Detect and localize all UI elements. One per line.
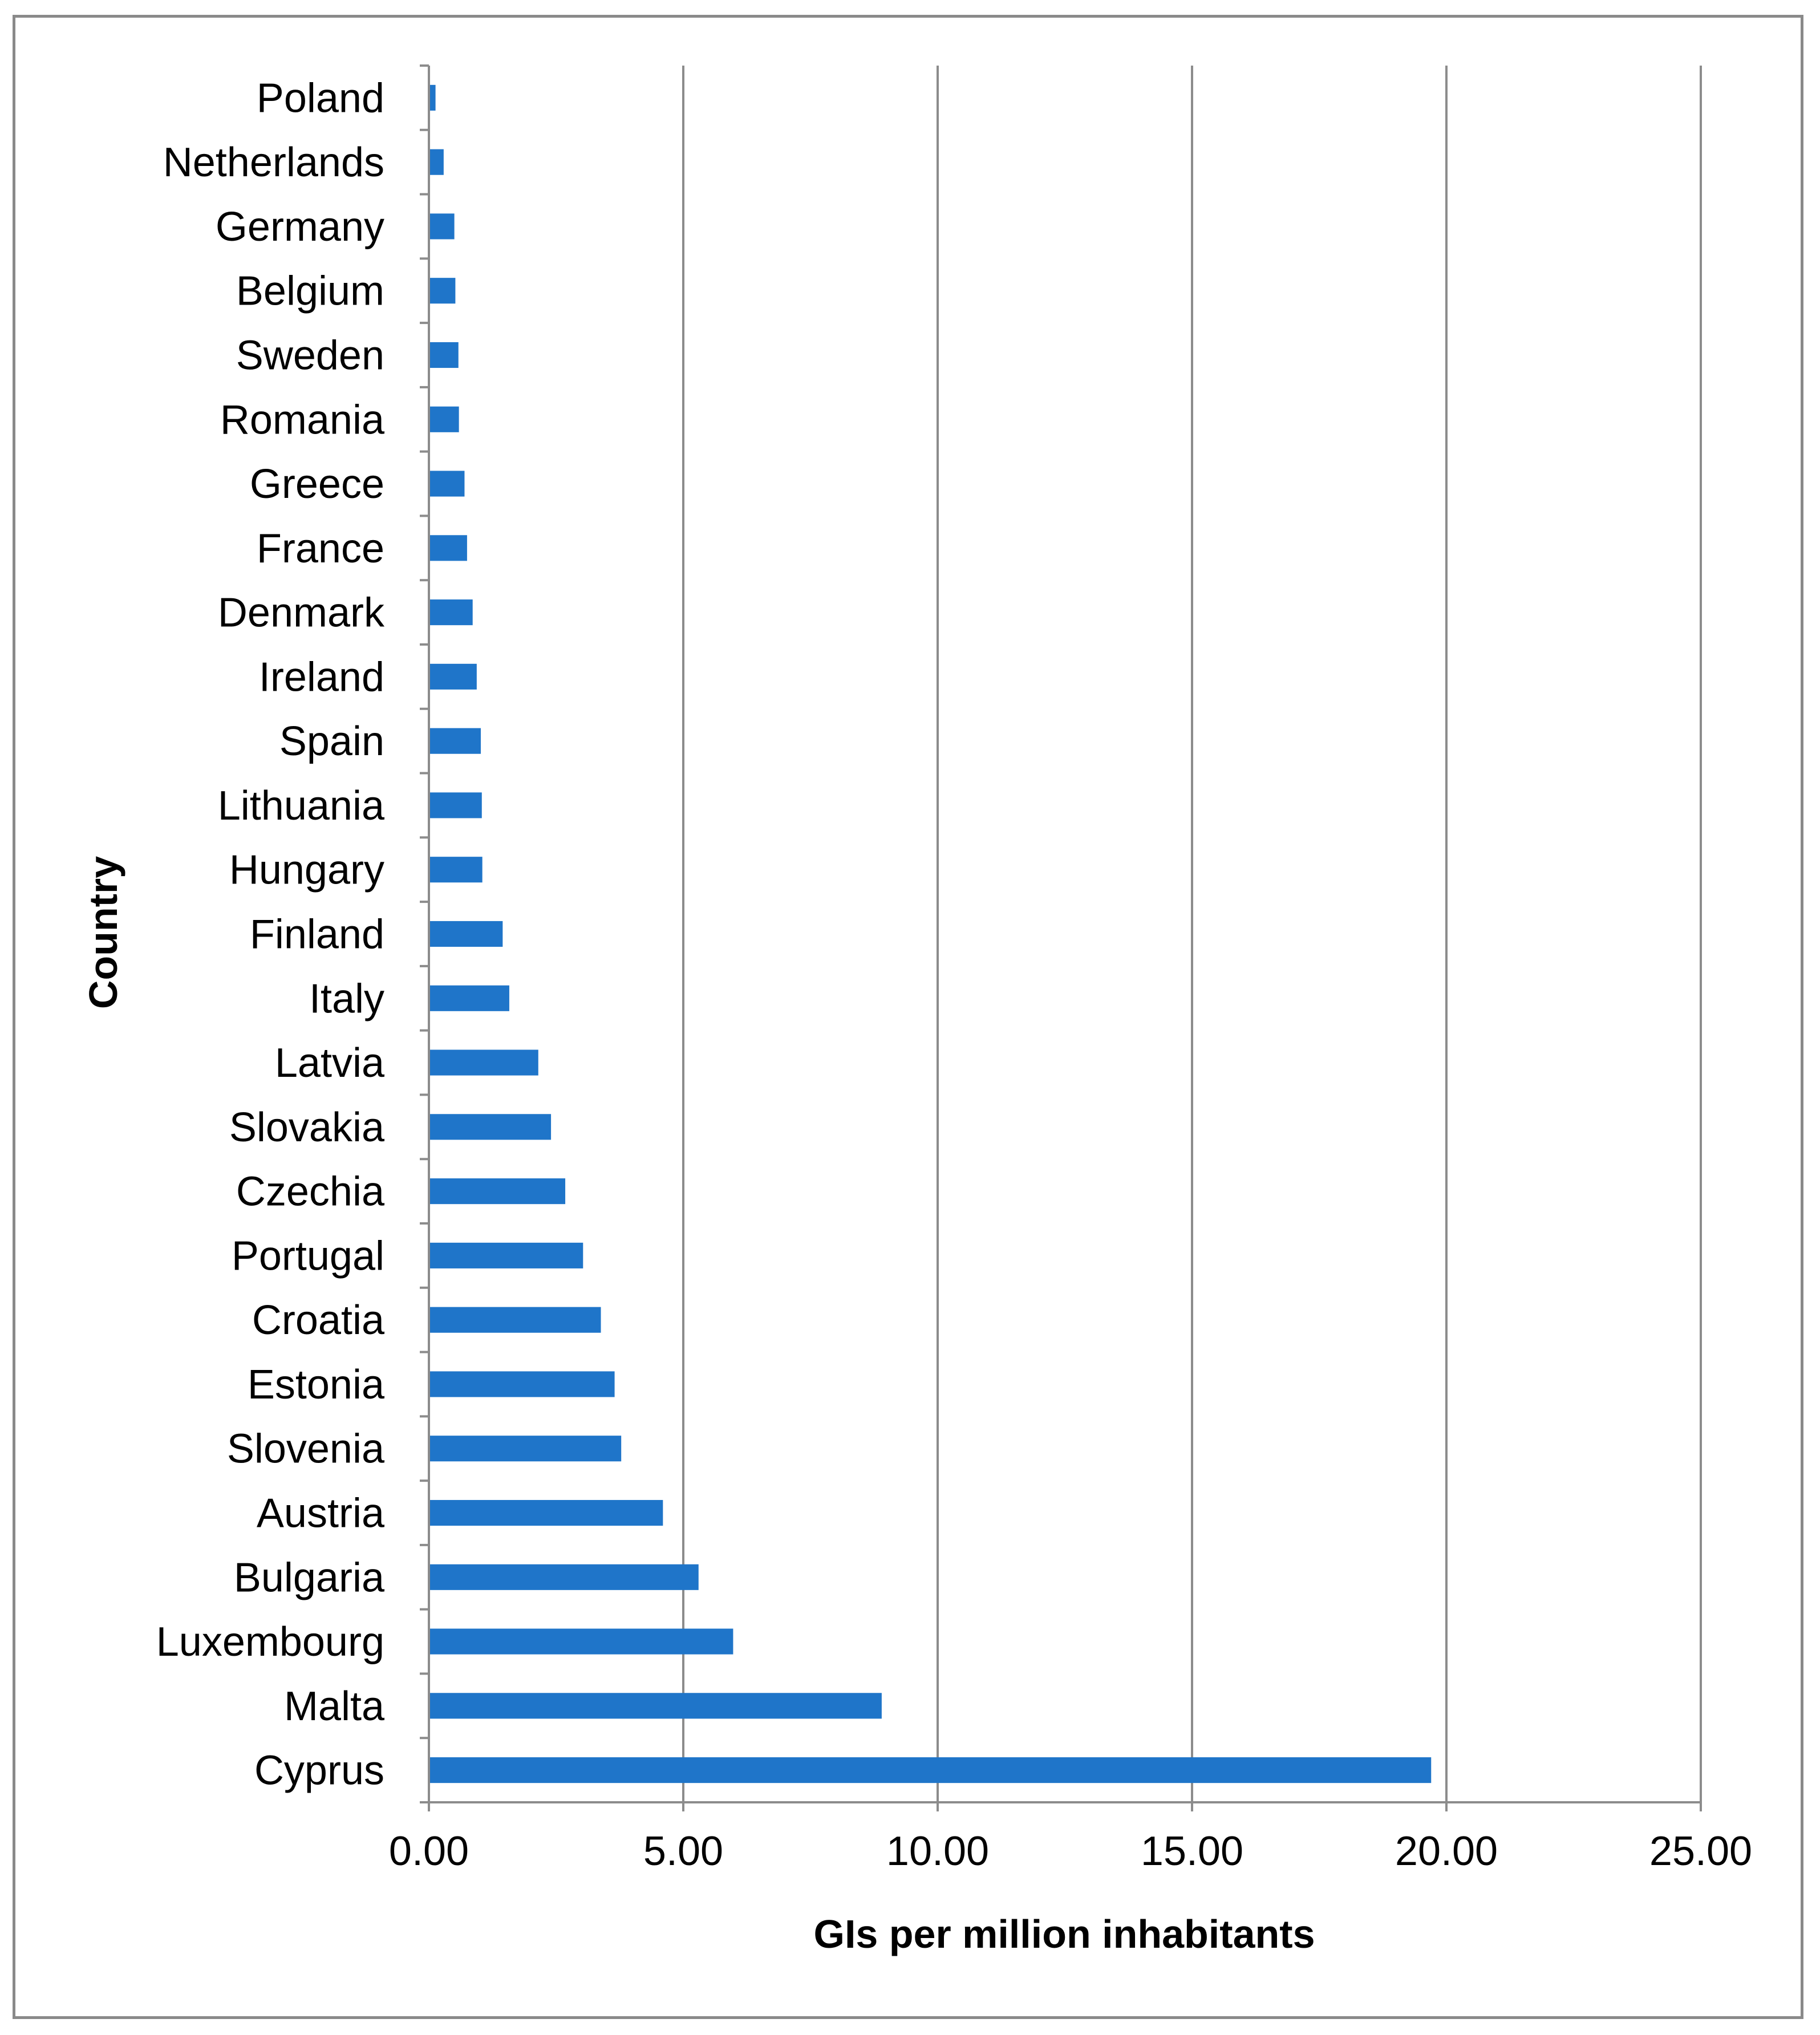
category-label: Italy <box>309 976 384 1021</box>
bar-luxembourg <box>430 1628 733 1655</box>
bar-slovenia <box>430 1436 622 1462</box>
bar-czechia <box>430 1178 566 1205</box>
label-layer: 0.00 5.00 10.00 15.00 20.00 25.00 Poland Nether… <box>156 75 1752 1874</box>
bar-latvia <box>430 1049 538 1076</box>
bar-portugal <box>430 1242 583 1268</box>
category-label: Cyprus <box>254 1748 384 1794</box>
bar-croatia <box>430 1307 601 1333</box>
category-label: Slovakia <box>229 1105 385 1150</box>
bar-hungary <box>430 857 483 883</box>
category-label: Czechia <box>236 1169 385 1215</box>
category-label: Portugal <box>232 1233 384 1279</box>
x-tick-label: 25.00 <box>1649 1829 1752 1874</box>
category-label: Austria <box>257 1491 385 1537</box>
bar-finland <box>430 921 503 947</box>
category-label: Spain <box>279 719 384 764</box>
category-label: Slovenia <box>227 1426 385 1472</box>
bar-greece <box>430 471 465 497</box>
category-label: Poland <box>257 75 384 121</box>
bar-poland <box>430 84 436 111</box>
bar-germany <box>430 213 455 240</box>
bar-slovakia <box>430 1114 552 1140</box>
axis-layer <box>420 64 1702 1811</box>
category-label: Croatia <box>252 1298 385 1343</box>
category-label: Belgium <box>236 269 384 314</box>
bar-layer <box>430 84 1432 1783</box>
bar-belgium <box>430 278 456 304</box>
bar-denmark <box>430 599 473 626</box>
bar-spain <box>430 728 481 754</box>
bar-austria <box>430 1499 663 1526</box>
category-label: Netherlands <box>163 140 384 185</box>
category-label: Ireland <box>259 654 384 700</box>
bar-estonia <box>430 1371 615 1397</box>
x-axis-title: GIs per million inhabitants <box>814 1912 1315 1956</box>
x-tick-label: 5.00 <box>643 1829 723 1874</box>
category-label: Sweden <box>236 333 384 379</box>
bar-malta <box>430 1693 882 1719</box>
category-label: Finland <box>250 912 384 958</box>
y-axis-title: Country <box>81 856 125 1009</box>
category-label: Lithuania <box>218 783 385 829</box>
category-label: Malta <box>284 1684 385 1729</box>
bar-romania <box>430 406 459 432</box>
category-label: France <box>257 526 384 571</box>
category-label: Bulgaria <box>234 1555 385 1600</box>
chart-frame <box>13 15 1803 2019</box>
bar-italy <box>430 985 509 1011</box>
bar-ireland <box>430 663 477 690</box>
bar-cyprus <box>430 1757 1432 1783</box>
category-label: Latvia <box>275 1040 385 1086</box>
bar-sweden <box>430 342 459 368</box>
x-tick-label: 15.00 <box>1141 1829 1243 1874</box>
category-label: Germany <box>216 204 384 250</box>
category-label: Romania <box>220 397 385 443</box>
bar-netherlands <box>430 149 444 175</box>
bar-bulgaria <box>430 1564 699 1590</box>
category-label: Luxembourg <box>156 1619 384 1665</box>
category-label: Estonia <box>248 1362 385 1408</box>
bar-lithuania <box>430 792 482 818</box>
x-tick-label: 20.00 <box>1395 1829 1498 1874</box>
bar-france <box>430 535 467 561</box>
grid-layer <box>682 66 1702 1802</box>
x-tick-label: 0.00 <box>389 1829 469 1874</box>
category-label: Greece <box>250 461 384 507</box>
category-label: Denmark <box>218 590 385 636</box>
category-label: Hungary <box>229 848 384 893</box>
x-tick-label: 10.00 <box>886 1829 989 1874</box>
